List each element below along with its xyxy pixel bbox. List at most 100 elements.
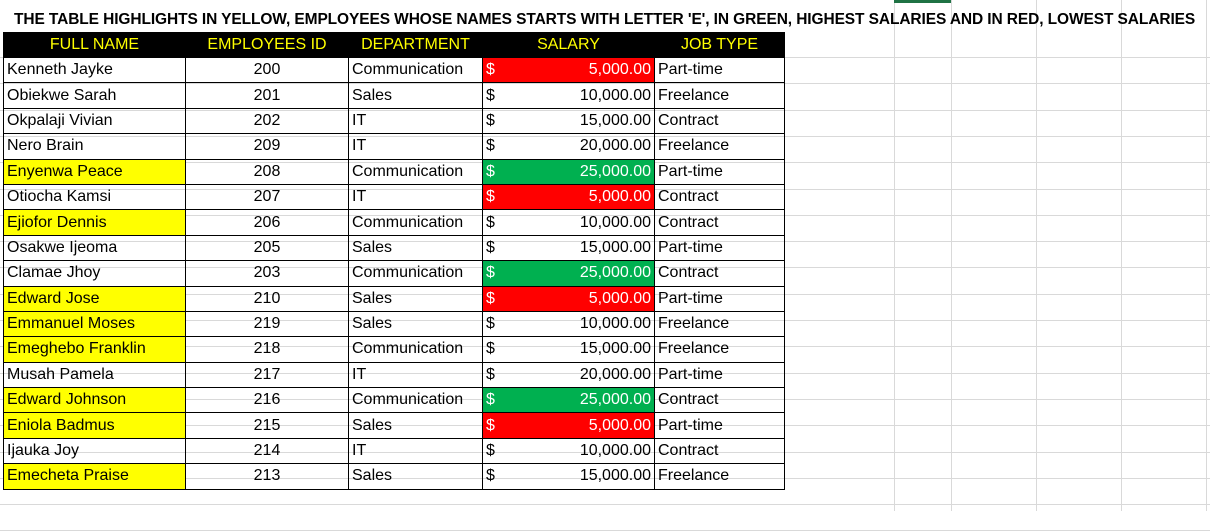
cell-job-type[interactable]: Part-time bbox=[654, 361, 785, 389]
cell-job-type[interactable]: Freelance bbox=[654, 463, 785, 490]
cell-job-type[interactable]: Contract bbox=[654, 387, 785, 414]
cell-salary-currency[interactable]: $ bbox=[482, 234, 506, 262]
cell-employee-id[interactable]: 213 bbox=[185, 463, 349, 490]
cell-salary-amount[interactable]: 25,000.00 bbox=[505, 260, 655, 287]
header-department[interactable]: DEPARTMENT bbox=[348, 32, 483, 58]
header-full-name[interactable]: FULL NAME bbox=[3, 32, 186, 58]
cell-employee-id[interactable]: 207 bbox=[185, 183, 349, 211]
cell-employee-id[interactable]: 214 bbox=[185, 437, 349, 465]
cell-employee-id[interactable]: 218 bbox=[185, 336, 349, 363]
cell-full-name[interactable]: Ijauka Joy bbox=[3, 437, 186, 465]
cell-full-name[interactable]: Edward Johnson bbox=[3, 387, 186, 414]
cell-salary-amount[interactable]: 10,000.00 bbox=[505, 82, 655, 109]
cell-job-type[interactable]: Freelance bbox=[654, 133, 785, 160]
cell-salary-currency[interactable]: $ bbox=[482, 158, 506, 185]
cell-employee-id[interactable]: 216 bbox=[185, 387, 349, 414]
cell-salary-amount[interactable]: 15,000.00 bbox=[505, 107, 655, 135]
cell-full-name[interactable]: Eniola Badmus bbox=[3, 412, 186, 439]
cell-employee-id[interactable]: 209 bbox=[185, 133, 349, 160]
cell-salary-currency[interactable]: $ bbox=[482, 463, 506, 490]
cell-full-name[interactable]: Nero Brain bbox=[3, 133, 186, 160]
cell-salary-currency[interactable]: $ bbox=[482, 336, 506, 363]
cell-full-name[interactable]: Clamae Jhoy bbox=[3, 260, 186, 287]
cell-job-type[interactable]: Part-time bbox=[654, 56, 785, 84]
cell-salary-currency[interactable]: $ bbox=[482, 260, 506, 287]
cell-full-name[interactable]: Edward Jose bbox=[3, 285, 186, 312]
cell-job-type[interactable]: Part-time bbox=[654, 285, 785, 312]
cell-full-name[interactable]: Enyenwa Peace bbox=[3, 158, 186, 185]
cell-salary-amount[interactable]: 5,000.00 bbox=[505, 285, 655, 312]
cell-salary-currency[interactable]: $ bbox=[482, 56, 506, 84]
cell-job-type[interactable]: Freelance bbox=[654, 310, 785, 338]
cell-job-type[interactable]: Contract bbox=[654, 437, 785, 465]
cell-department[interactable]: Sales bbox=[348, 285, 483, 312]
cell-department[interactable]: Communication bbox=[348, 260, 483, 287]
cell-employee-id[interactable]: 208 bbox=[185, 158, 349, 185]
cell-salary-currency[interactable]: $ bbox=[482, 310, 506, 338]
cell-employee-id[interactable]: 205 bbox=[185, 234, 349, 262]
cell-department[interactable]: IT bbox=[348, 133, 483, 160]
cell-salary-amount[interactable]: 25,000.00 bbox=[505, 387, 655, 414]
cell-salary-currency[interactable]: $ bbox=[482, 412, 506, 439]
cell-salary-currency[interactable]: $ bbox=[482, 183, 506, 211]
cell-salary-amount[interactable]: 10,000.00 bbox=[505, 310, 655, 338]
cell-job-type[interactable]: Contract bbox=[654, 260, 785, 287]
cell-department[interactable]: Sales bbox=[348, 82, 483, 109]
cell-department[interactable]: IT bbox=[348, 437, 483, 465]
cell-salary-amount[interactable]: 5,000.00 bbox=[505, 412, 655, 439]
cell-full-name[interactable]: Obiekwe Sarah bbox=[3, 82, 186, 109]
cell-job-type[interactable]: Contract bbox=[654, 107, 785, 135]
cell-employee-id[interactable]: 215 bbox=[185, 412, 349, 439]
cell-salary-currency[interactable]: $ bbox=[482, 82, 506, 109]
cell-department[interactable]: Communication bbox=[348, 158, 483, 185]
cell-salary-amount[interactable]: 10,000.00 bbox=[505, 209, 655, 236]
cell-employee-id[interactable]: 201 bbox=[185, 82, 349, 109]
cell-salary-amount[interactable]: 25,000.00 bbox=[505, 158, 655, 185]
cell-department[interactable]: Sales bbox=[348, 463, 483, 490]
cell-salary-amount[interactable]: 20,000.00 bbox=[505, 133, 655, 160]
cell-full-name[interactable]: Musah Pamela bbox=[3, 361, 186, 389]
cell-salary-currency[interactable]: $ bbox=[482, 107, 506, 135]
cell-employee-id[interactable]: 210 bbox=[185, 285, 349, 312]
cell-salary-currency[interactable]: $ bbox=[482, 361, 506, 389]
cell-department[interactable]: Sales bbox=[348, 310, 483, 338]
cell-full-name[interactable]: Kenneth Jayke bbox=[3, 56, 186, 84]
cell-department[interactable]: Sales bbox=[348, 412, 483, 439]
cell-department[interactable]: IT bbox=[348, 183, 483, 211]
cell-job-type[interactable]: Part-time bbox=[654, 234, 785, 262]
cell-employee-id[interactable]: 200 bbox=[185, 56, 349, 84]
cell-salary-currency[interactable]: $ bbox=[482, 209, 506, 236]
cell-job-type[interactable]: Contract bbox=[654, 183, 785, 211]
header-salary[interactable]: SALARY bbox=[482, 32, 655, 58]
cell-department[interactable]: IT bbox=[348, 361, 483, 389]
cell-salary-currency[interactable]: $ bbox=[482, 437, 506, 465]
cell-full-name[interactable]: Ejiofor Dennis bbox=[3, 209, 186, 236]
cell-full-name[interactable]: Otiocha Kamsi bbox=[3, 183, 186, 211]
cell-full-name[interactable]: Emeghebo Franklin bbox=[3, 336, 186, 363]
cell-salary-amount[interactable]: 20,000.00 bbox=[505, 361, 655, 389]
cell-employee-id[interactable]: 203 bbox=[185, 260, 349, 287]
cell-job-type[interactable]: Freelance bbox=[654, 82, 785, 109]
header-employees-id[interactable]: EMPLOYEES ID bbox=[185, 32, 349, 58]
cell-salary-amount[interactable]: 5,000.00 bbox=[505, 56, 655, 84]
header-job-type[interactable]: JOB TYPE bbox=[654, 32, 785, 58]
cell-full-name[interactable]: Emecheta Praise bbox=[3, 463, 186, 490]
cell-full-name[interactable]: Okpalaji Vivian bbox=[3, 107, 186, 135]
cell-employee-id[interactable]: 217 bbox=[185, 361, 349, 389]
cell-salary-amount[interactable]: 5,000.00 bbox=[505, 183, 655, 211]
cell-salary-amount[interactable]: 15,000.00 bbox=[505, 336, 655, 363]
cell-department[interactable]: Communication bbox=[348, 56, 483, 84]
cell-employee-id[interactable]: 206 bbox=[185, 209, 349, 236]
cell-job-type[interactable]: Freelance bbox=[654, 336, 785, 363]
cell-department[interactable]: IT bbox=[348, 107, 483, 135]
cell-salary-currency[interactable]: $ bbox=[482, 387, 506, 414]
cell-full-name[interactable]: Osakwe Ijeoma bbox=[3, 234, 186, 262]
sheet-title[interactable]: THE TABLE HIGHLIGHTS IN YELLOW, EMPLOYEE… bbox=[14, 11, 1196, 28]
cell-salary-amount[interactable]: 15,000.00 bbox=[505, 463, 655, 490]
cell-salary-currency[interactable]: $ bbox=[482, 285, 506, 312]
cell-employee-id[interactable]: 219 bbox=[185, 310, 349, 338]
cell-salary-amount[interactable]: 10,000.00 bbox=[505, 437, 655, 465]
cell-salary-currency[interactable]: $ bbox=[482, 133, 506, 160]
cell-department[interactable]: Communication bbox=[348, 209, 483, 236]
cell-employee-id[interactable]: 202 bbox=[185, 107, 349, 135]
